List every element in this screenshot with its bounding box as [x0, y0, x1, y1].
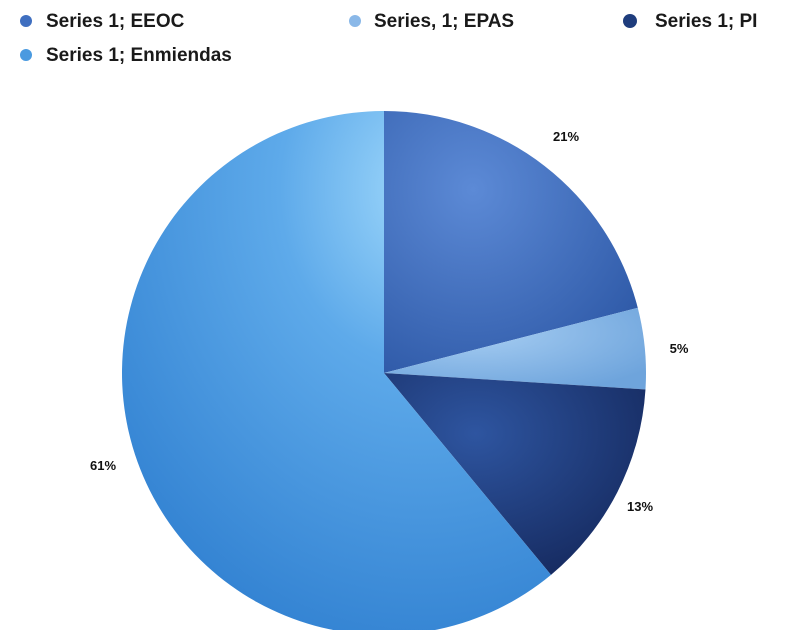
pie-slices [122, 111, 646, 630]
pie-slice-eeoc [384, 111, 638, 373]
legend-marker-enmiendas [20, 49, 32, 61]
legend-marker-eeoc [20, 15, 32, 27]
pie-slice-enmiendas [122, 111, 552, 630]
legend-item-enmiendas: Series 1; Enmiendas [20, 45, 232, 66]
legend-item-eeoc: Series 1; EEOC [20, 11, 185, 32]
legend-item-pi: Series 1; PI [623, 11, 757, 32]
pie-slice-pi [384, 373, 646, 575]
data-label-pi: 13% [627, 499, 653, 514]
legend-label-epas: Series, 1; EPAS [374, 11, 514, 32]
legend-label-pi: Series 1; PI [655, 11, 757, 32]
legend-label-eeoc: Series 1; EEOC [46, 11, 185, 32]
pie-slice-epas [384, 307, 646, 390]
legend-label-enmiendas: Series 1; Enmiendas [46, 45, 232, 66]
data-labels: 21% 5% 13% 61% [90, 129, 689, 514]
legend-marker-epas [349, 15, 361, 27]
legend-marker-pi [623, 14, 637, 28]
data-label-enmiendas: 61% [90, 458, 116, 473]
data-label-epas: 5% [670, 341, 689, 356]
legend-item-epas: Series, 1; EPAS [349, 11, 514, 32]
legend: Series 1; EEOC Series, 1; EPAS Series 1;… [20, 11, 757, 66]
data-label-eeoc: 21% [553, 129, 579, 144]
